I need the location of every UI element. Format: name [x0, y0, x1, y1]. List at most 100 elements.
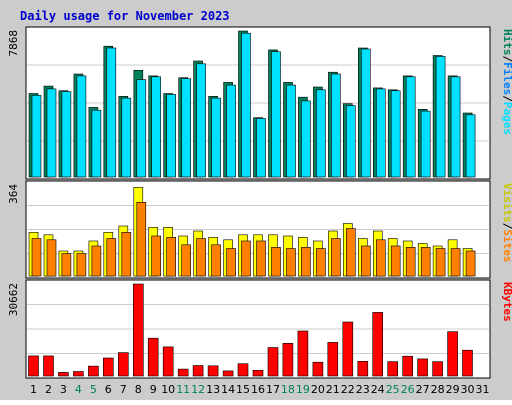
x-tick-day-8: 8 [135, 383, 142, 396]
hits-bar-files-day-24 [375, 88, 386, 178]
kbytes-bar-kbytes-day-11 [177, 368, 189, 377]
x-tick-day-25: 25 [386, 383, 400, 396]
hits-bar-files-day-14 [226, 84, 236, 178]
x-tick-day-21: 21 [326, 383, 340, 396]
kbytes-bar-kbytes-day-21 [327, 342, 339, 377]
hits-bar-files-day-21 [331, 73, 341, 178]
x-tick-day-15: 15 [236, 383, 250, 396]
kbytes-bar-kbytes-day-29 [447, 331, 458, 377]
hits-ymax-label: 7868 [7, 30, 20, 57]
hits-bar-files-day-4 [76, 75, 87, 178]
hits-bar-files-day-19 [301, 100, 311, 178]
x-tick-day-24: 24 [371, 383, 385, 396]
kbytes-panel: 30662 KBytes [7, 279, 512, 379]
hits-bar-files-day-18 [286, 84, 296, 178]
visits-bar-sites-day-17 [271, 247, 281, 277]
kbytes-bar-kbytes-day-23 [357, 360, 369, 377]
hits-bar-files-day-12 [196, 63, 206, 178]
visits-panel: 364 Visits/Sites [7, 180, 512, 279]
kbytes-bar-kbytes-day-19 [297, 330, 309, 377]
hits-bar-files-day-30 [465, 114, 476, 178]
chart-panels: 7868Hits/Files/Pages364Visits/Sites30662… [7, 26, 512, 379]
hits-bar-files-day-29 [450, 76, 461, 178]
kbytes-bar-kbytes-day-3 [58, 372, 69, 377]
kbytes-bar-kbytes-day-5 [88, 365, 99, 377]
hits-legend-entry: Hits [501, 29, 512, 56]
hits-bar-files-day-27 [420, 110, 431, 178]
kbytes-bar-kbytes-day-16 [252, 369, 264, 377]
hits-bar-files-day-17 [271, 51, 281, 178]
x-tick-day-3: 3 [60, 383, 67, 396]
visits-bar-sites-day-29 [450, 248, 461, 277]
visits-bar-sites-day-1 [31, 238, 42, 277]
x-tick-day-19: 19 [296, 383, 310, 396]
kbytes-bar-kbytes-day-1 [28, 355, 39, 377]
x-tick-day-29: 29 [446, 383, 460, 396]
visits-bar-sites-day-15 [241, 240, 251, 277]
chart-title: Daily usage for November 2023 [20, 9, 230, 23]
visits-bar-sites-day-21 [331, 238, 341, 277]
x-tick-day-5: 5 [90, 383, 97, 396]
x-tick-day-4: 4 [75, 383, 82, 396]
kbytes-bar-kbytes-day-13 [207, 365, 219, 377]
hits-legend-entry: Pages [501, 102, 512, 135]
visits-bar-sites-day-30 [465, 250, 476, 277]
visits-bar-sites-day-6 [106, 238, 117, 277]
kbytes-bar-kbytes-day-7 [118, 352, 129, 377]
x-tick-day-16: 16 [251, 383, 265, 396]
hits-legend-entry: / [501, 95, 512, 102]
visits-bar-sites-day-12 [196, 238, 206, 277]
visits-bar-sites-day-3 [61, 253, 72, 277]
visits-bar-sites-day-2 [46, 239, 57, 277]
hits-bar-files-day-11 [181, 78, 191, 178]
hits-legend: Hits/Files/Pages [501, 29, 512, 135]
x-tick-day-9: 9 [150, 383, 157, 396]
x-tick-day-14: 14 [221, 383, 235, 396]
kbytes-bar-kbytes-day-14 [222, 370, 234, 377]
visits-bar-sites-day-18 [286, 248, 296, 277]
visits-bar-sites-day-10 [166, 237, 176, 277]
kbytes-bar-kbytes-day-22 [342, 321, 354, 377]
kbytes-bar-kbytes-day-6 [103, 357, 114, 377]
visits-bar-sites-day-20 [316, 248, 326, 277]
x-tick-day-13: 13 [206, 383, 220, 396]
kbytes-bar-kbytes-day-30 [462, 349, 473, 377]
visits-bar-sites-day-24 [375, 239, 386, 277]
x-tick-day-18: 18 [281, 383, 295, 396]
visits-bar-sites-day-11 [181, 244, 191, 277]
visits-bar-sites-day-5 [91, 245, 102, 277]
hits-legend-entry: Files [501, 62, 512, 95]
hits-bar-files-day-16 [256, 118, 266, 178]
kbytes-bar-kbytes-day-25 [387, 361, 399, 377]
kbytes-bar-kbytes-day-12 [192, 365, 204, 377]
visits-bar-sites-day-22 [345, 228, 356, 277]
kbytes-bar-kbytes-day-28 [432, 361, 443, 377]
hits-bar-files-day-3 [61, 91, 72, 178]
hits-legend-entry: / [501, 56, 512, 63]
visits-bar-sites-day-27 [420, 247, 431, 277]
visits-legend-entry: Visits [501, 183, 512, 223]
x-tick-day-10: 10 [161, 383, 175, 396]
kbytes-bar-kbytes-day-10 [162, 346, 174, 377]
hits-bar-files-day-8 [136, 79, 147, 178]
visits-bar-sites-day-7 [121, 232, 132, 277]
x-tick-day-7: 7 [120, 383, 127, 396]
hits-bar-files-day-10 [166, 94, 176, 178]
visits-bar-sites-day-16 [256, 240, 266, 277]
hits-bar-files-day-23 [360, 48, 371, 178]
x-tick-day-1: 1 [30, 383, 37, 396]
x-tick-day-17: 17 [266, 383, 280, 396]
x-tick-day-6: 6 [105, 383, 112, 396]
kbytes-bar-kbytes-day-8 [133, 283, 144, 377]
kbytes-bar-kbytes-day-17 [267, 347, 279, 377]
hits-bar-files-day-15 [241, 32, 251, 178]
hits-bar-files-day-1 [31, 95, 42, 178]
visits-legend-entry: / [501, 223, 512, 230]
hits-bar-files-day-7 [121, 97, 132, 178]
kbytes-bar-kbytes-day-24 [372, 312, 384, 377]
kbytes-bar-kbytes-day-20 [312, 361, 324, 377]
x-tick-day-12: 12 [191, 383, 205, 396]
